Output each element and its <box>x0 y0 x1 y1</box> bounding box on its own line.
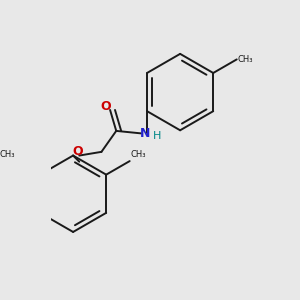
Text: H: H <box>153 131 162 141</box>
Text: CH₃: CH₃ <box>131 150 146 159</box>
Text: O: O <box>72 145 83 158</box>
Text: O: O <box>100 100 111 113</box>
Text: N: N <box>140 127 150 140</box>
Text: CH₃: CH₃ <box>238 55 254 64</box>
Text: CH₃: CH₃ <box>0 150 15 159</box>
